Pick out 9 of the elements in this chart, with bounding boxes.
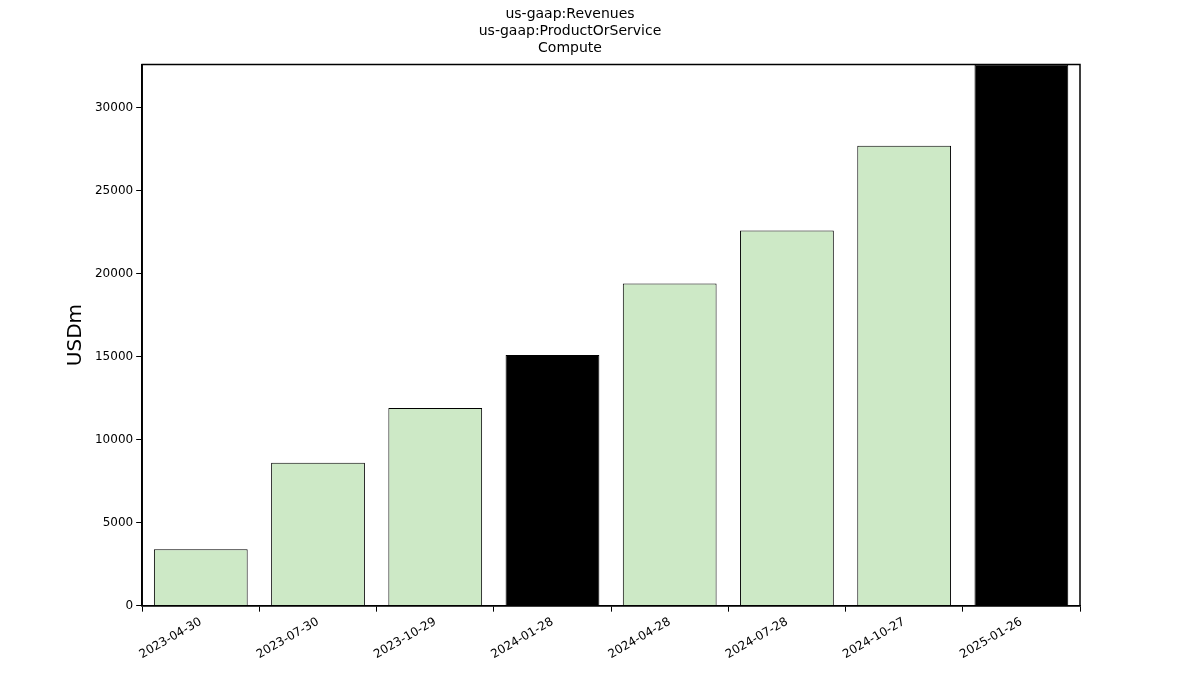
y-tick-label: 10000 (94, 431, 134, 446)
y-tick-label: 20000 (94, 265, 134, 280)
y-tick-label: 25000 (94, 182, 134, 197)
chart-title: us-gaap:Revenues us-gaap:ProductOrService Compute (478, 5, 662, 55)
y-tick-label: 30000 (94, 99, 134, 114)
y-tick-label: 15000 (94, 348, 134, 363)
y-tick-label: 0 (125, 597, 134, 612)
y-axis-title: USDm (62, 303, 87, 367)
y-tick-label: 5000 (102, 514, 134, 529)
